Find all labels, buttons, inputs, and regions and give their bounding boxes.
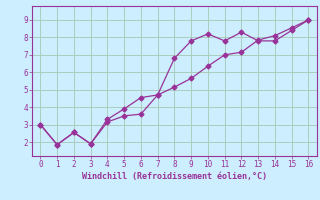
X-axis label: Windchill (Refroidissement éolien,°C): Windchill (Refroidissement éolien,°C) bbox=[82, 172, 267, 181]
